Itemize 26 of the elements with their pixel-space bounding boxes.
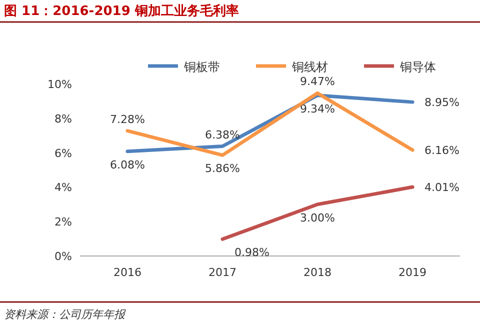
data-label: 6.38% — [205, 128, 240, 142]
y-tick-label: 8% — [54, 112, 72, 126]
text: 资料来源：公司历年年报 — [4, 308, 126, 321]
x-tick-label: 2018 — [304, 266, 332, 279]
chart-title: 图 11：2016-2019 铜加工业务毛利率 — [4, 3, 239, 19]
legend-label: 铜线材 — [291, 60, 328, 74]
y-tick-label: 10% — [48, 78, 72, 91]
data-label: 9.47% — [300, 75, 335, 88]
data-label: 7.28% — [110, 112, 145, 126]
data-label: 0.98% — [234, 246, 270, 260]
legend-label: 铜板带 — [183, 60, 220, 74]
data-label: 6.16% — [424, 144, 460, 158]
y-tick-label: 2% — [54, 216, 72, 229]
x-tick-label: 2016 — [114, 266, 142, 279]
data-label: 5.86% — [205, 162, 240, 176]
data-label: 6.08% — [110, 158, 145, 172]
data-label: 8.95% — [424, 96, 460, 110]
y-tick-label: 0% — [54, 250, 72, 263]
data-label: 4.01% — [424, 181, 460, 194]
data-label: 9.34% — [300, 102, 335, 116]
x-tick-label: 2019 — [398, 266, 426, 279]
legend-label: 铜导体 — [399, 60, 436, 74]
x-tick-label: 2017 — [208, 266, 236, 279]
y-tick-label: 4% — [54, 181, 72, 194]
data-label: 3.00% — [300, 211, 335, 224]
y-tick-label: 6% — [54, 146, 72, 160]
